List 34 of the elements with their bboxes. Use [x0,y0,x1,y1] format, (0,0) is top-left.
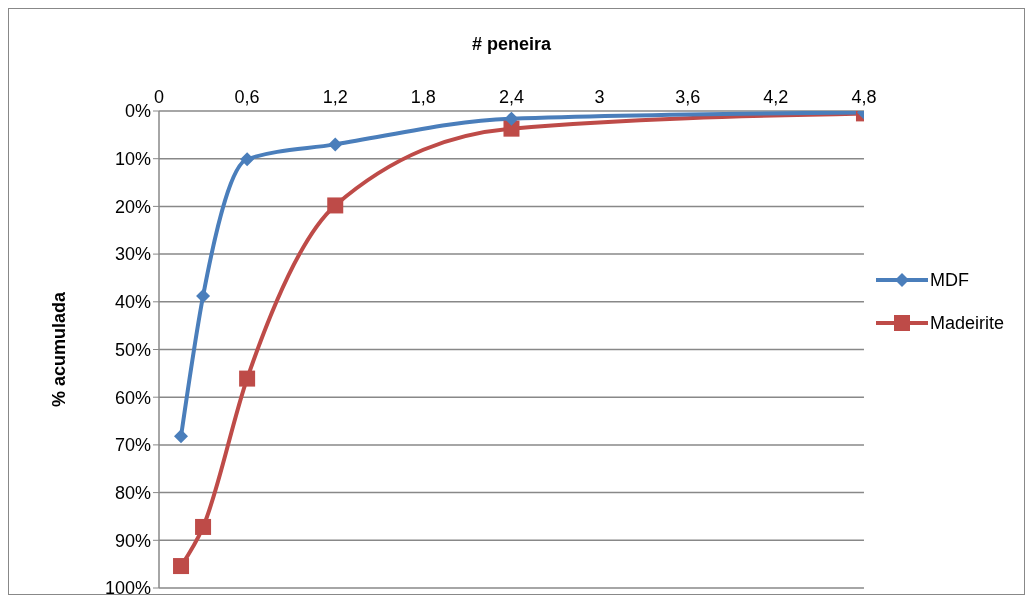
x-tick-label: 2,4 [498,87,524,107]
legend-label: Madeirite [929,312,1004,334]
x-tick-label: 4,2 [763,87,789,107]
x-tick-label: 1,2 [322,87,348,107]
x-axis-title: # peneira [471,33,552,54]
y-tick-label: 80% [114,482,151,503]
y-axis-title: % acumulada [49,290,70,408]
y-tick-label: 70% [114,435,151,456]
x-tick-label: 1,8 [410,87,436,107]
x-tick-label: 4,8 [851,87,877,107]
point [327,197,344,214]
y-tick-label: 40% [114,292,151,313]
legend-label: MDF [929,269,969,291]
point [503,120,520,137]
y-tick-label: 60% [114,387,151,408]
point [504,111,519,126]
point [195,518,212,535]
x-tick-label: 0 [153,87,165,107]
point [240,152,255,167]
x-tick-label: 3 [594,87,605,107]
y-tick-label: 90% [114,530,151,551]
y-tick-label: 0% [124,101,151,122]
point [174,429,189,444]
y-tick-label: 10% [114,149,151,170]
x-tick-label: 3,6 [675,87,701,107]
y-tick-label: 20% [114,196,151,217]
y-tick-label: 50% [114,339,151,360]
point [239,370,256,387]
x-tick-label: 0,6 [234,87,260,107]
point [196,289,211,304]
y-tick-label: 100% [104,578,151,599]
point [173,558,190,575]
y-tick-label: 30% [114,244,151,265]
point [328,137,343,152]
